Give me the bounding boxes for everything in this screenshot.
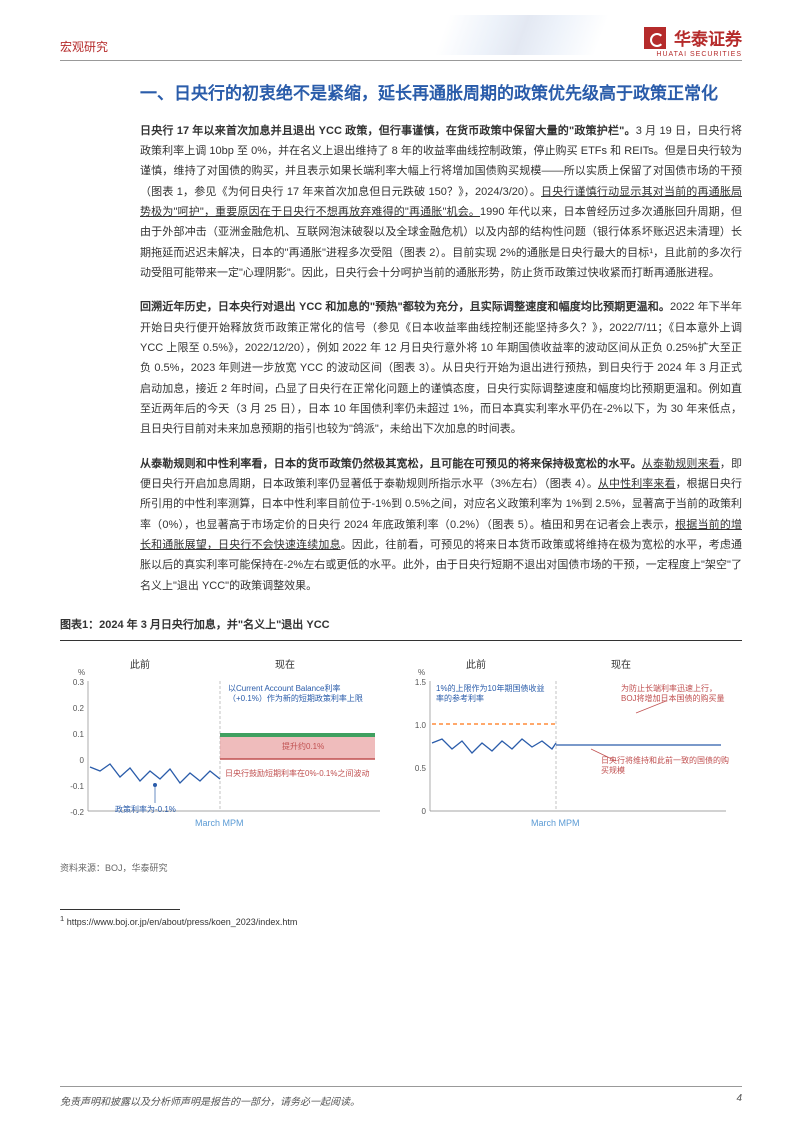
footer-page-number: 4 xyxy=(736,1093,742,1108)
svg-text:0.2: 0.2 xyxy=(73,704,85,713)
section-title: 一、日央行的初衷绝不是紧缩，延长再通胀周期的政策优先级高于政策正常化 xyxy=(140,81,742,107)
para3-u2: 从中性利率来看 xyxy=(598,478,676,490)
paragraph-2: 回溯近年历史，日本央行对退出 YCC 和加息的"预热"都较为充分，且实际调整速度… xyxy=(140,297,742,439)
svg-text:-0.2: -0.2 xyxy=(70,808,84,817)
footnote-marker: 1 xyxy=(60,914,64,923)
svg-text:0.3: 0.3 xyxy=(73,678,85,687)
para3-u1: 从泰勒规则来看 xyxy=(642,458,720,470)
logo-text-en: HUATAI SECURITIES xyxy=(644,51,742,58)
footnote-rule xyxy=(60,909,180,910)
note-top-r: 1%的上限作为10年期国债收益率的参考利率 xyxy=(436,684,546,703)
category-label: 宏观研究 xyxy=(60,38,108,55)
para2-lead: 回溯近年历史，日本央行对退出 YCC 和加息的"预热"都较为充分，且实际调整速度… xyxy=(140,301,670,313)
note-r2: 日央行将维持和此前一致的国债的购买规模 xyxy=(601,756,731,775)
para2-body: 2022 年下半年开始日央行便开始释放货币政策正常化的信号（参见《日本收益率曲线… xyxy=(140,301,742,435)
logo-text-cn: 华泰证券 xyxy=(674,30,742,49)
chart-right: 此前 现在 % 1.5 1.0 0.5 0 xyxy=(406,656,742,836)
figure-rule xyxy=(60,640,742,641)
svg-text:0.5: 0.5 xyxy=(415,764,427,773)
march-mpm: March MPM xyxy=(195,818,244,828)
charts-container: 此前 现在 % 0.3 0.2 0.1 0 -0.1 -0.2 xyxy=(60,656,742,836)
page-footer: 免责声明和披露以及分析师声明是报告的一部分，请务必一起阅读。 4 xyxy=(60,1086,742,1108)
note-policy: 政策利率为-0.1% xyxy=(115,804,176,815)
note-r1: 为防止长端利率迅速上行，BOJ将增加日本国债的购买量 xyxy=(621,684,731,703)
note-mid: 提升约0.1% xyxy=(282,741,324,752)
footer-disclaimer: 免责声明和披露以及分析师声明是报告的一部分，请务必一起阅读。 xyxy=(60,1093,360,1108)
header-rule xyxy=(60,60,742,61)
para1-lead: 日央行 17 年以来首次加息并且退出 YCC 政策，但行事谨慎，在货币政策中保留… xyxy=(140,125,636,137)
svg-text:1.5: 1.5 xyxy=(415,678,427,687)
svg-text:-0.1: -0.1 xyxy=(70,782,84,791)
report-page: 宏观研究 华泰证券 HUATAI SECURITIES 一、日央行的初衷绝不是紧… xyxy=(0,0,802,1133)
para3-lead: 从泰勒规则和中性利率看，日本的货币政策仍然极其宽松，且可能在可预见的将来保持极宽… xyxy=(140,458,642,470)
figure-caption: 图表1：2024 年 3 月日央行加息，并"名义上"退出 YCC xyxy=(60,616,742,632)
note-top: 以Current Account Balance利率（+0.1%）作为新的短期政… xyxy=(228,684,368,703)
logo-mark-icon xyxy=(644,27,666,49)
paragraph-1: 日央行 17 年以来首次加息并且退出 YCC 政策，但行事谨慎，在货币政策中保留… xyxy=(140,121,742,284)
label-now-r: 现在 xyxy=(611,656,631,671)
svg-text:0: 0 xyxy=(80,756,85,765)
paragraph-3: 从泰勒规则和中性利率看，日本的货币政策仍然极其宽松，且可能在可预见的将来保持极宽… xyxy=(140,454,742,596)
march-mpm-r: March MPM xyxy=(531,818,580,828)
chart-left: 此前 现在 % 0.3 0.2 0.1 0 -0.1 -0.2 xyxy=(60,656,396,836)
label-before: 此前 xyxy=(130,656,150,671)
footnote-text: https://www.boj.or.jp/en/about/press/koe… xyxy=(67,917,298,927)
logo: 华泰证券 HUATAI SECURITIES xyxy=(644,25,742,58)
label-now: 现在 xyxy=(275,656,295,671)
label-before-r: 此前 xyxy=(466,656,486,671)
svg-text:0: 0 xyxy=(422,807,427,816)
figure-1: 图表1：2024 年 3 月日央行加息，并"名义上"退出 YCC 此前 现在 %… xyxy=(60,616,742,874)
footnote: 1 https://www.boj.or.jp/en/about/press/k… xyxy=(60,914,742,927)
figure-source: 资料来源：BOJ，华泰研究 xyxy=(60,861,742,874)
svg-text:0.1: 0.1 xyxy=(73,730,85,739)
svg-text:1.0: 1.0 xyxy=(415,721,427,730)
note-red: 日央行鼓励短期利率在0%-0.1%之间波动 xyxy=(225,768,375,779)
header-banner-graphic xyxy=(435,15,610,55)
